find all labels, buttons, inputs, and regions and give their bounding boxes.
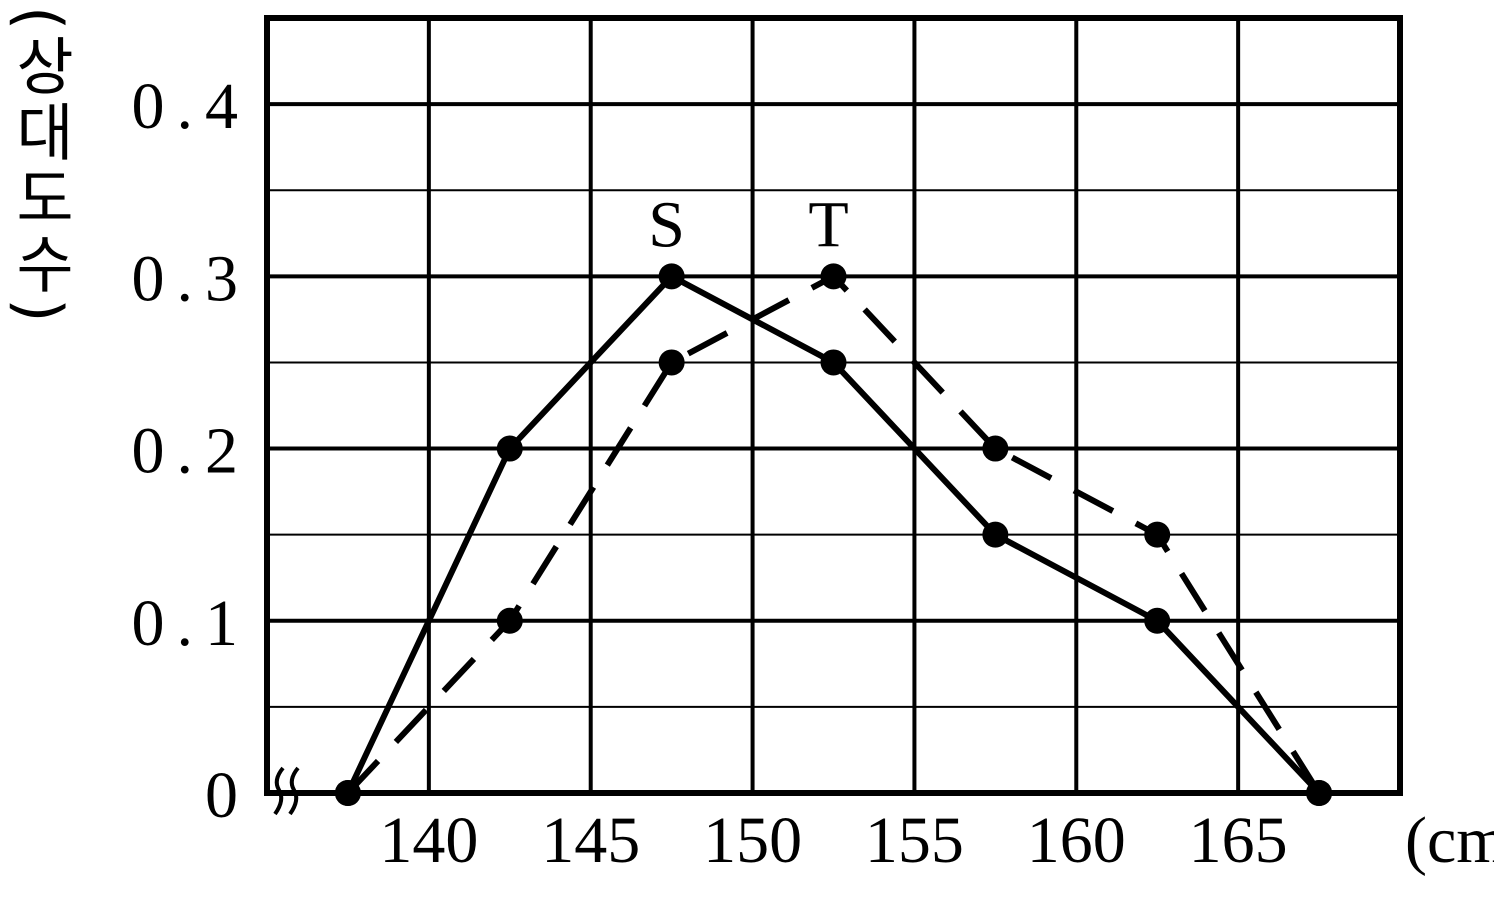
point	[982, 435, 1009, 462]
point	[820, 349, 847, 376]
y-tick-label: 0.3	[132, 242, 251, 315]
x-tick-label: 165	[1189, 804, 1288, 877]
x-tick-label: 150	[703, 804, 802, 877]
y-axis-label: (상대도수)	[3, 6, 76, 327]
x-axis-label: (cm)	[1405, 804, 1494, 877]
series-label: S	[648, 188, 685, 261]
x-tick-label: 155	[865, 804, 964, 877]
series-label: T	[808, 188, 848, 261]
point	[1306, 780, 1333, 806]
point	[1144, 607, 1171, 634]
point	[658, 349, 685, 376]
y-tick-label: 0	[205, 759, 250, 832]
y-tick-label: 0.1	[132, 587, 251, 660]
y-tick-label: 0.2	[132, 415, 251, 488]
y-tick-label: 0.4	[132, 70, 251, 143]
point	[982, 521, 1009, 548]
x-tick-label: 140	[379, 804, 478, 877]
point	[1144, 521, 1171, 548]
point	[496, 435, 523, 462]
point	[820, 263, 847, 290]
point	[496, 607, 523, 634]
x-tick-label: 145	[541, 804, 640, 877]
point	[658, 263, 685, 290]
plot-frame	[264, 15, 1403, 796]
x-tick-label: 160	[1027, 804, 1126, 877]
point	[334, 780, 361, 806]
